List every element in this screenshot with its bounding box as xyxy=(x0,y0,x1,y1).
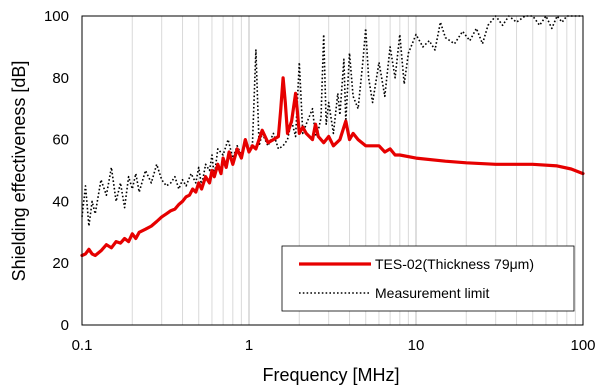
y-tick-label: 100 xyxy=(44,8,69,25)
y-tick-label: 80 xyxy=(52,70,69,87)
y-axis-title: Shielding effectiveness [dB] xyxy=(9,61,29,282)
series-layer xyxy=(80,15,585,258)
y-tick-label: 60 xyxy=(52,132,69,149)
x-tick-label: 100 xyxy=(570,337,595,354)
plot-area-frame xyxy=(81,15,584,326)
series-line-measurement-limit xyxy=(81,15,583,227)
y-tick-label: 40 xyxy=(52,193,69,210)
y-tick-label: 0 xyxy=(61,317,69,334)
series-line-tes-02-thickness-79-m xyxy=(80,76,585,258)
legend: TES-02(Thickness 79μm) Measurement limit xyxy=(281,245,575,312)
x-tick-label: 1 xyxy=(245,337,253,354)
y-tick-label: 20 xyxy=(52,255,69,272)
x-tick-label: 10 xyxy=(408,337,425,354)
legend-box xyxy=(281,245,575,312)
legend-label-tes-02: TES-02(Thickness 79μm) xyxy=(375,256,534,272)
x-axis-title: Frequency [MHz] xyxy=(262,365,399,385)
x-tick-label: 0.1 xyxy=(72,337,93,354)
legend-label-measurement-limit: Measurement limit xyxy=(375,285,489,301)
axis-ticks: 0.1 1 10 100 0 20 40 60 80 100 xyxy=(44,8,596,354)
